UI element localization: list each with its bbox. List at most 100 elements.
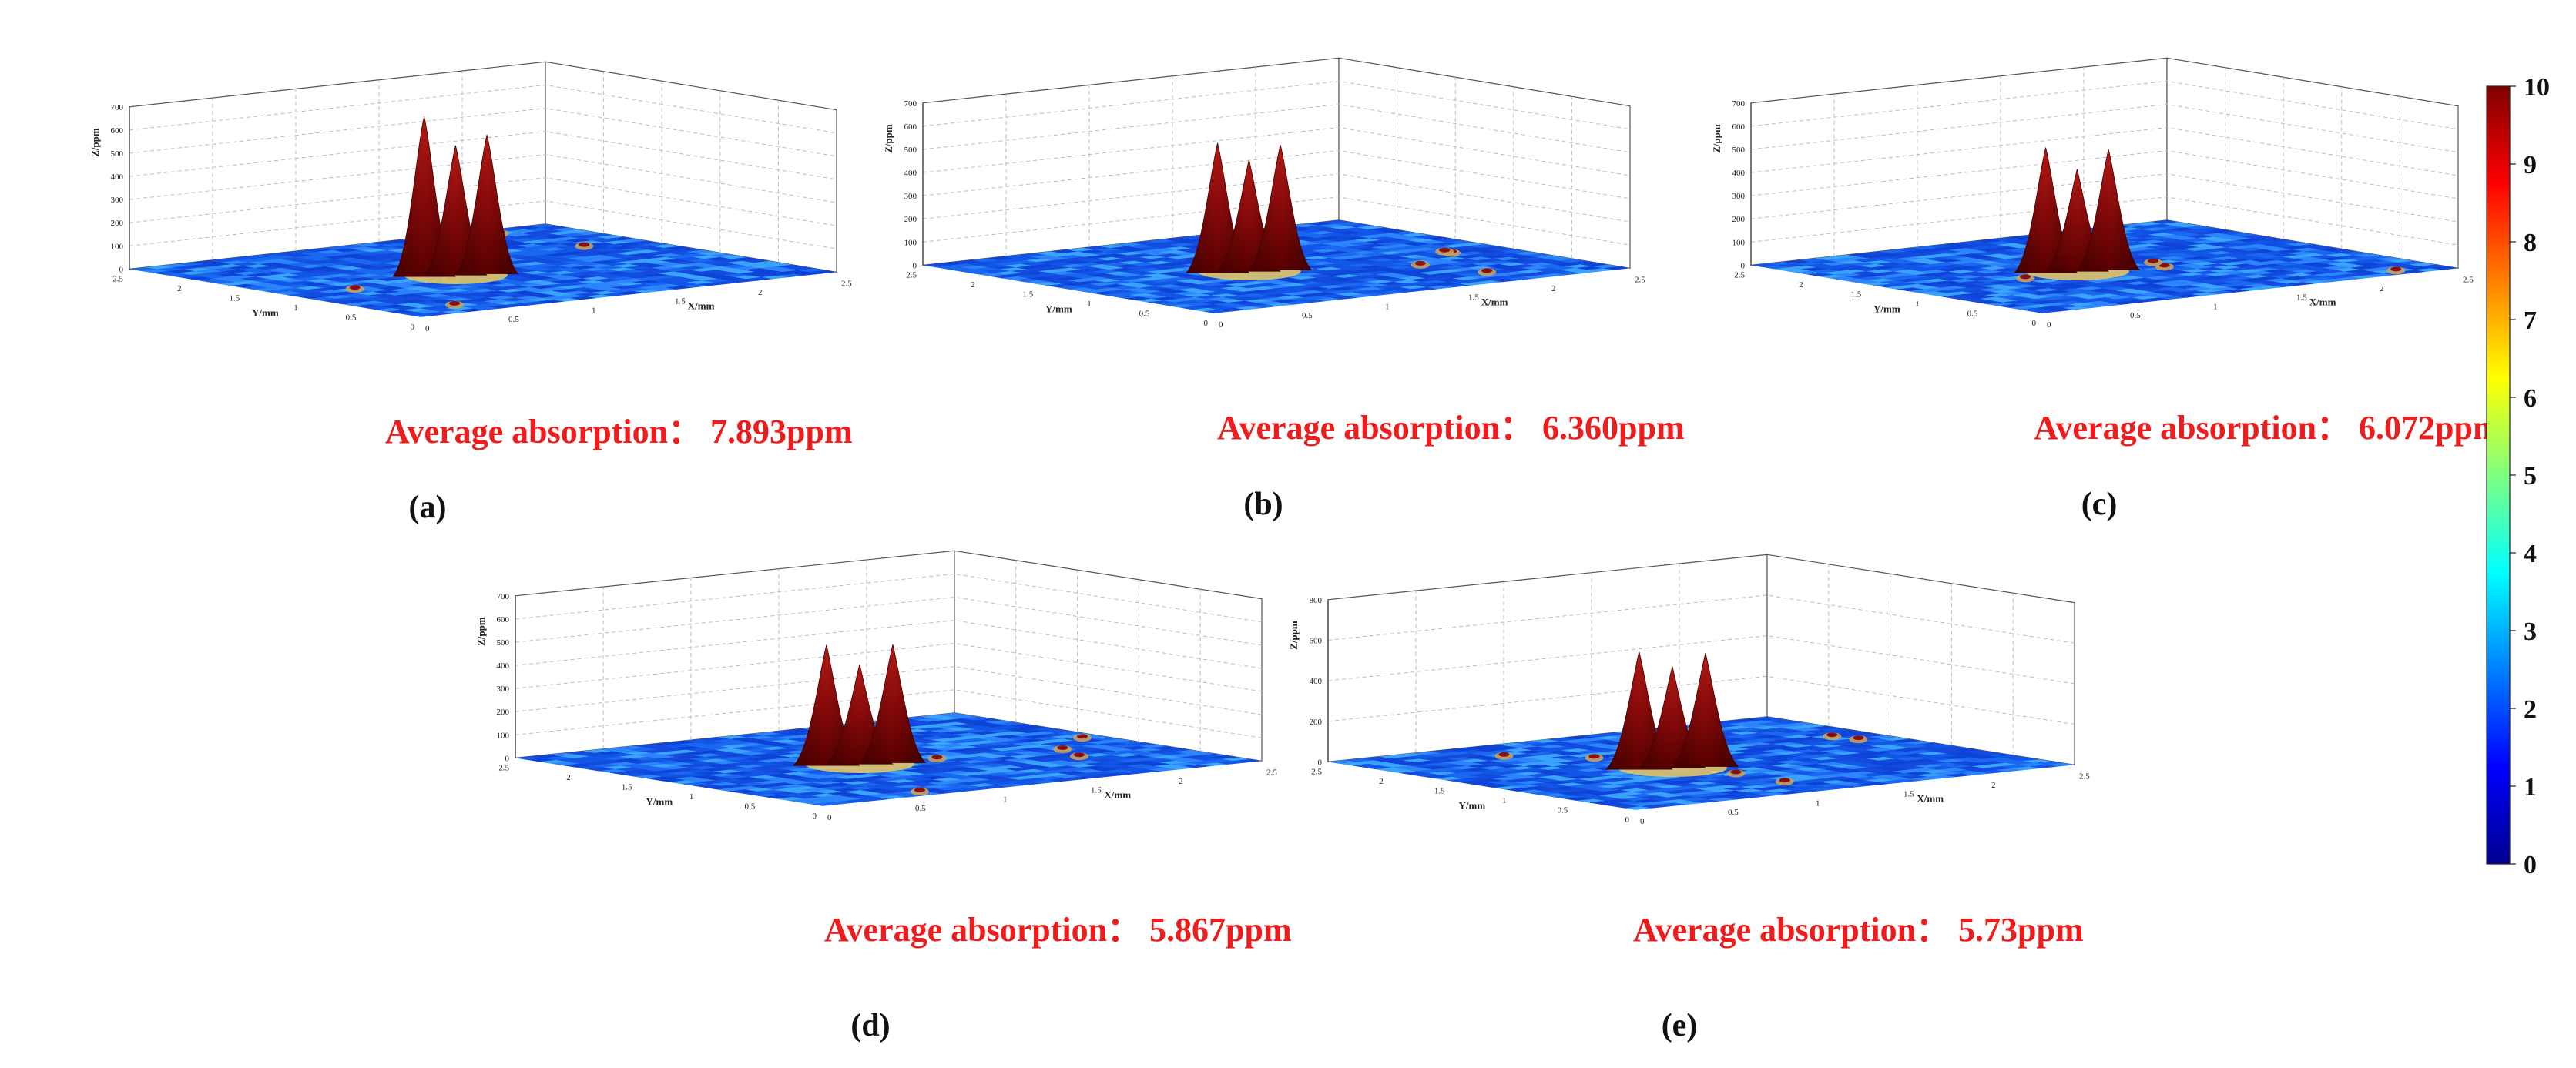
x-tick-label: 2 bbox=[758, 288, 763, 297]
x-axis-label: X/mm bbox=[688, 300, 715, 312]
axes-box: 010020030040050060070000.511.522.500.511… bbox=[89, 61, 852, 333]
axes-box: 020040060080000.511.522.500.511.522.5Z/p… bbox=[1288, 554, 2090, 826]
x-tick-label: 1 bbox=[592, 306, 596, 315]
z-tick-label: 500 bbox=[111, 149, 124, 159]
y-tick-label: 0 bbox=[1204, 319, 1209, 328]
y-tick-label: 1.5 bbox=[1434, 786, 1445, 795]
y-tick-label: 1.5 bbox=[1022, 290, 1033, 299]
z-tick-label: 100 bbox=[497, 731, 510, 740]
average-absorption-annotation: Average absorption： 5.867ppm bbox=[824, 911, 1292, 949]
z-tick-label: 300 bbox=[904, 192, 917, 201]
y-tick-label: 0.5 bbox=[744, 802, 755, 811]
y-tick-label: 1.5 bbox=[1850, 290, 1861, 299]
z-tick-label: 500 bbox=[1732, 146, 1746, 155]
panel-label: (e) bbox=[1662, 1008, 1698, 1043]
panel-e: 020040060080000.511.522.500.511.522.5Z/p… bbox=[1288, 554, 2090, 1043]
x-tick-label: 2.5 bbox=[2463, 275, 2474, 284]
y-tick-label: 0 bbox=[1625, 815, 1630, 825]
x-axis-label: X/mm bbox=[1481, 296, 1508, 308]
z-tick-label: 100 bbox=[111, 242, 124, 251]
y-axis-label: Y/mm bbox=[646, 796, 673, 808]
x-tick-label: 1.5 bbox=[675, 297, 686, 306]
y-axis-label: Y/mm bbox=[1459, 800, 1486, 812]
y-tick-label: 0.5 bbox=[1139, 309, 1150, 318]
peak-cluster bbox=[2014, 147, 2141, 280]
x-tick-label: 0 bbox=[1640, 817, 1645, 826]
y-tick-label: 2.5 bbox=[112, 274, 123, 283]
y-tick-label: 2 bbox=[177, 284, 182, 293]
x-tick-label: 0 bbox=[1219, 320, 1223, 330]
z-tick-label: 0 bbox=[913, 261, 917, 270]
x-tick-label: 2 bbox=[1179, 777, 1183, 786]
x-tick-label: 0 bbox=[2047, 320, 2051, 330]
x-tick-label: 1.5 bbox=[1091, 786, 1102, 795]
panel-label: (d) bbox=[850, 1008, 890, 1043]
panel-a: 010020030040050060070000.511.522.500.511… bbox=[89, 61, 853, 525]
colorbar-tick-label: 10 bbox=[2524, 73, 2550, 102]
x-axis-label: X/mm bbox=[1104, 789, 1131, 801]
average-absorption-annotation: Average absorption： 7.893ppm bbox=[385, 413, 853, 450]
x-tick-label: 0.5 bbox=[1728, 808, 1739, 817]
z-tick-label: 300 bbox=[497, 685, 510, 694]
z-tick-label: 0 bbox=[119, 265, 124, 274]
y-tick-label: 0 bbox=[2032, 319, 2037, 328]
y-axis-label: Y/mm bbox=[1045, 303, 1072, 315]
x-tick-label: 1.5 bbox=[2296, 293, 2307, 303]
colorbar-tick-label: 8 bbox=[2524, 229, 2537, 257]
x-tick-label: 1.5 bbox=[1903, 790, 1914, 799]
x-tick-label: 2.5 bbox=[841, 279, 852, 288]
z-tick-label: 200 bbox=[1310, 718, 1323, 727]
peak-cluster bbox=[392, 116, 519, 284]
y-tick-label: 2.5 bbox=[1734, 270, 1745, 280]
colorbar-tick-label: 0 bbox=[2524, 851, 2537, 879]
z-tick-label: 800 bbox=[1310, 596, 1323, 605]
colorbar-tick-label: 7 bbox=[2524, 306, 2537, 335]
y-axis-label: Y/mm bbox=[1873, 303, 1900, 315]
z-tick-label: 0 bbox=[505, 754, 510, 763]
z-tick-label: 400 bbox=[1732, 169, 1746, 178]
z-tick-label: 0 bbox=[1318, 758, 1323, 767]
panel-label: (b) bbox=[1243, 487, 1283, 522]
z-tick-label: 400 bbox=[904, 169, 917, 178]
z-tick-label: 100 bbox=[904, 238, 917, 247]
z-tick-label: 100 bbox=[1732, 238, 1746, 247]
y-tick-label: 2.5 bbox=[1311, 767, 1322, 776]
panel-c: 010020030040050060070000.511.522.500.511… bbox=[1711, 57, 2501, 522]
y-tick-label: 2 bbox=[1379, 777, 1384, 786]
y-tick-label: 1 bbox=[1915, 300, 1920, 309]
panel-label: (c) bbox=[2081, 487, 2118, 522]
y-tick-label: 1.5 bbox=[622, 782, 632, 792]
z-tick-label: 0 bbox=[1741, 261, 1746, 270]
y-tick-label: 1 bbox=[689, 792, 694, 802]
y-tick-label: 2.5 bbox=[498, 763, 509, 772]
y-tick-label: 0.5 bbox=[346, 313, 357, 322]
y-tick-label: 2 bbox=[566, 773, 571, 782]
z-tick-label: 200 bbox=[497, 708, 510, 717]
colorbar-tick-label: 2 bbox=[2524, 695, 2537, 724]
y-tick-label: 2 bbox=[1799, 280, 1803, 290]
y-axis-label: Y/mm bbox=[252, 307, 279, 319]
z-axis-label: Z/ppm bbox=[1288, 621, 1300, 650]
colorbar-tick-label: 6 bbox=[2524, 384, 2537, 413]
y-tick-label: 0.5 bbox=[1967, 309, 1978, 318]
z-tick-label: 200 bbox=[1732, 215, 1746, 224]
z-axis-label: Z/ppm bbox=[1711, 124, 1722, 153]
x-tick-label: 2.5 bbox=[1266, 768, 1277, 777]
y-tick-label: 0.5 bbox=[1557, 805, 1568, 815]
z-tick-label: 300 bbox=[111, 196, 124, 205]
z-tick-label: 700 bbox=[497, 592, 510, 601]
x-tick-label: 0.5 bbox=[1302, 311, 1313, 320]
y-tick-label: 1.5 bbox=[229, 293, 240, 303]
x-tick-label: 1 bbox=[1816, 798, 1820, 808]
y-tick-label: 0 bbox=[813, 812, 817, 821]
z-axis-label: Z/ppm bbox=[475, 617, 487, 646]
z-tick-label: 700 bbox=[904, 99, 917, 109]
x-tick-label: 1 bbox=[1003, 795, 1008, 804]
x-tick-label: 2 bbox=[1551, 284, 1556, 293]
peak-cluster bbox=[1605, 651, 1739, 777]
peak-cluster bbox=[793, 644, 927, 773]
z-tick-label: 500 bbox=[497, 638, 510, 648]
z-axis-label: Z/ppm bbox=[883, 124, 894, 153]
y-tick-label: 1 bbox=[293, 303, 298, 313]
